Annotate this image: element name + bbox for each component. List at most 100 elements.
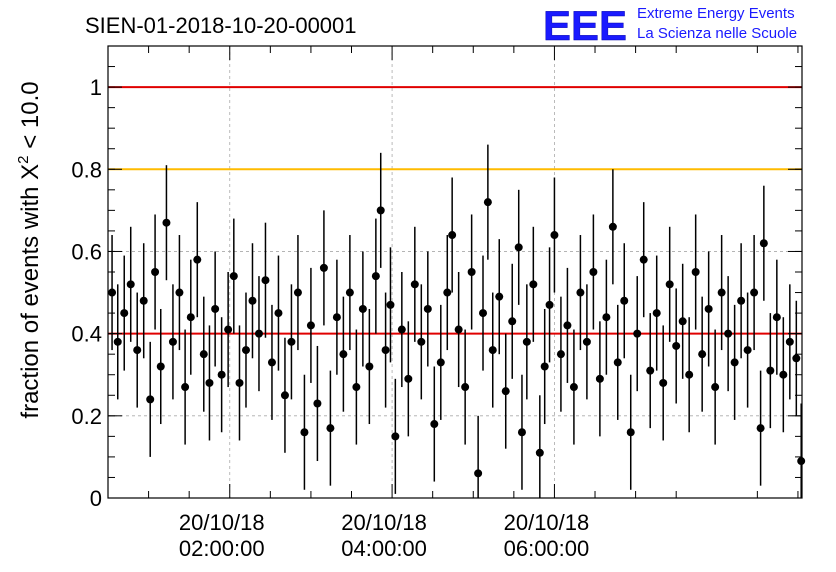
data-point [461,383,470,392]
tick-labels: 00.20.40.60.8120/10/1802:00:0020/10/1804… [71,75,589,561]
chart-title: SIEN-01-2018-10-20-00001 [85,13,357,38]
data-point [737,296,746,305]
data-point [467,268,476,276]
data-point [306,321,315,330]
y-tick-label: 0.2 [71,404,102,429]
data-point [293,288,302,297]
data-point [133,346,142,355]
data-point [488,346,497,355]
data-point [397,325,406,334]
data-point [151,268,160,276]
data-point [613,358,622,367]
axis-ticks [107,46,802,499]
data-point [501,387,510,396]
data-point [300,428,309,437]
data-point [545,300,554,309]
y-axis-label-sup: 2 [15,155,32,163]
data-point [633,329,642,338]
data-point [410,280,419,289]
data-point [404,374,413,383]
data-point [685,370,694,379]
data-point [181,383,190,392]
y-tick-label: 1 [90,75,102,100]
data-point [235,378,244,387]
logo-mark: EEE [543,2,627,49]
data-point [556,350,565,359]
data-point [280,391,289,400]
data-point [550,231,559,240]
y-tick-label: 0.8 [71,157,102,182]
data-point [417,337,426,346]
data-point [287,337,296,346]
data-point [386,300,395,309]
x-tick-time: 02:00:00 [179,536,265,561]
data-point [381,346,390,355]
x-tick-date: 20/10/18 [179,510,265,535]
data-point [589,268,598,276]
data-point [639,255,648,264]
data-point [254,329,263,338]
data-point [759,239,768,248]
data-point [672,341,681,350]
data-point [691,268,700,276]
data-point [608,222,617,231]
data-point [540,362,549,371]
data-points [108,144,806,498]
data-point [750,288,759,297]
y-axis-label: fraction of events with X2 < 10.0 [15,81,44,418]
data-point [371,272,380,281]
data-point [436,358,445,367]
data-point [162,218,171,227]
data-point [326,424,335,433]
data-point [646,366,655,375]
data-point [479,309,488,318]
data-point [365,362,374,371]
data-point [156,362,165,371]
y-tick-label: 0.6 [71,239,102,264]
data-point [704,304,713,313]
logo-line1: Extreme Energy Events [637,5,795,22]
data-point [229,272,238,281]
data-point [730,358,739,367]
data-point [448,231,457,240]
data-point [139,296,148,305]
data-point [563,321,572,330]
data-point [199,350,208,359]
y-tick-label: 0 [90,486,102,511]
data-point [529,280,538,289]
data-point [443,288,452,297]
data-point [772,313,781,322]
data-point [319,263,328,272]
data-point [517,428,526,437]
y-tick-label: 0.4 [71,322,102,347]
data-point [743,346,752,355]
data-point [261,276,270,285]
data-point [602,313,611,322]
x-tick-date: 20/10/18 [341,510,427,535]
data-point [339,350,348,359]
logo-line2: La Scienza nelle Scuole [637,25,797,42]
data-point [126,280,135,289]
data-point [248,296,257,305]
x-tick-time: 04:00:00 [341,536,427,561]
x-tick-date: 20/10/18 [504,510,590,535]
data-point [665,280,674,289]
data-point [626,428,635,437]
data-point [569,383,578,392]
data-point [483,198,492,207]
data-point [120,309,129,318]
data-point [211,304,220,313]
data-point [620,296,629,305]
data-point [595,374,604,383]
data-point [678,317,687,326]
data-point [146,395,155,404]
eee-logo: EEE Extreme Energy Events La Scienza nel… [543,2,797,50]
data-point [313,399,322,408]
data-point [582,337,591,346]
data-point [175,288,184,297]
data-point [659,378,668,387]
data-point [274,309,283,318]
data-point [756,424,765,433]
data-point [267,358,276,367]
